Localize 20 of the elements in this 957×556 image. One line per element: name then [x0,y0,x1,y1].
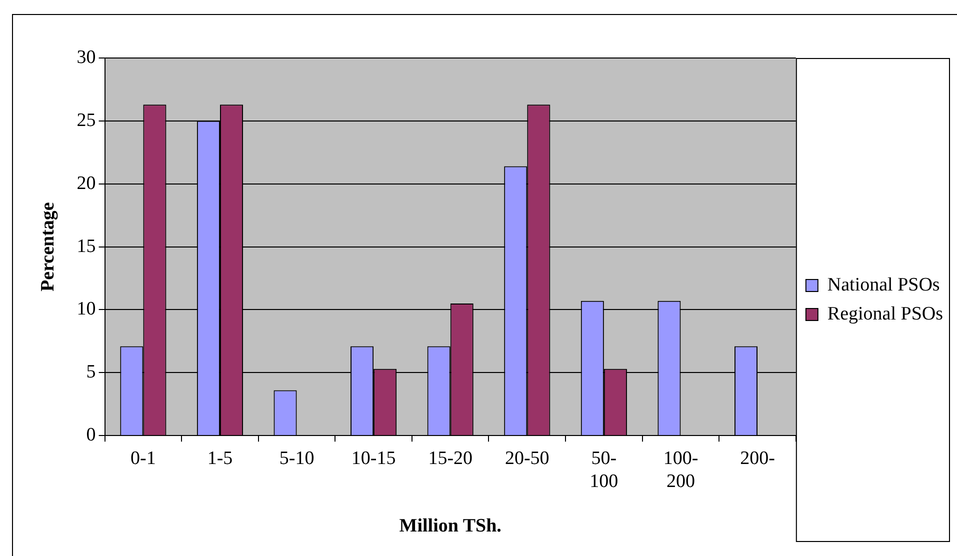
y-tick-label: 5 [86,362,96,383]
x-tick-label: 200- [740,448,775,469]
x-tick-label: 5-10 [279,448,314,469]
legend-label: National PSOs [827,274,940,296]
x-tick-label: 15-20 [428,448,473,469]
y-tick-label: 20 [76,172,96,194]
x-axis-title: Million TSh. [399,516,502,537]
y-tick-label: 15 [76,236,96,257]
legend-label: Regional PSOs [827,303,944,324]
y-tick-label: 30 [76,46,96,68]
y-tick-label: 0 [86,424,96,446]
y-tick-label: 25 [76,110,96,131]
x-tick-label: 1-5 [207,448,233,469]
x-tick-label: 100-200 [663,448,698,492]
x-tick-label: 50-100 [590,448,618,492]
y-axis-title: Percentage [37,202,58,292]
x-tick-label: 10-15 [351,448,396,469]
x-tick-label: 20-50 [504,448,550,469]
x-tick-label: 0-1 [130,448,156,469]
y-tick-label: 10 [76,298,96,320]
